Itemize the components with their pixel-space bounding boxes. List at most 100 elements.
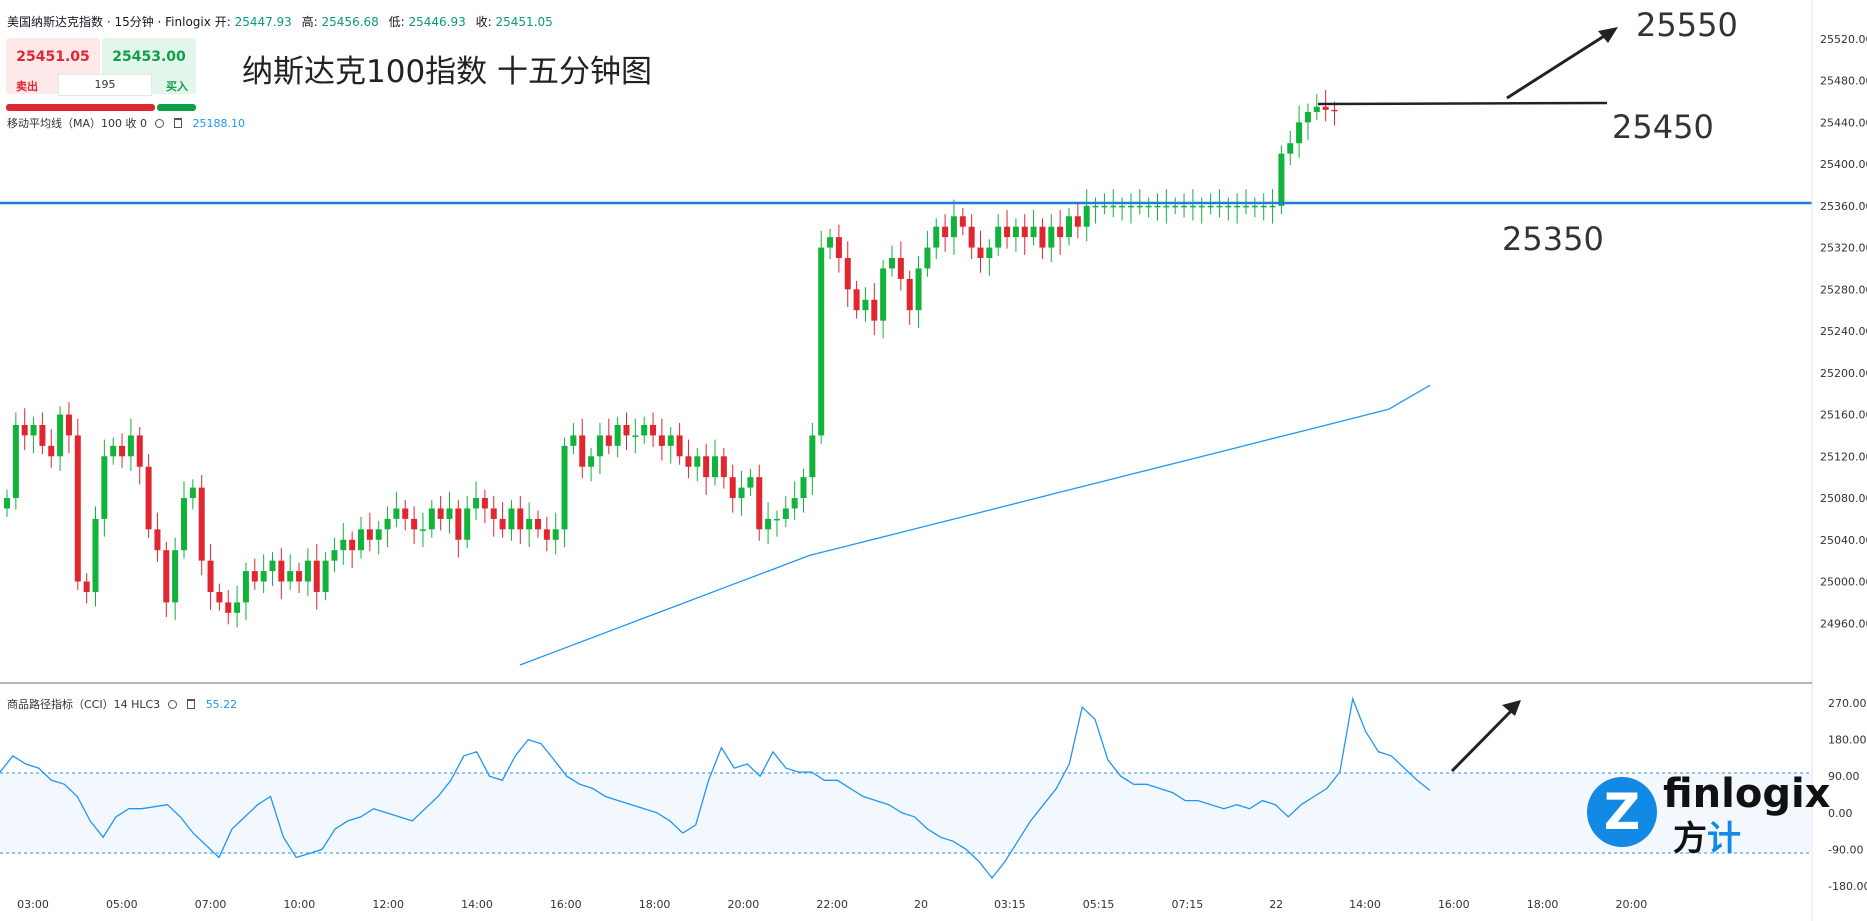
candle <box>1004 226 1011 238</box>
candle <box>1083 205 1090 227</box>
candle <box>340 539 347 551</box>
candle <box>871 299 878 321</box>
candle <box>393 508 400 519</box>
candle <box>765 518 772 530</box>
gear-icon[interactable] <box>154 119 164 128</box>
low-value: 25446.93 <box>408 15 466 29</box>
logo-mark: Z <box>1587 777 1657 847</box>
candle <box>1012 226 1019 238</box>
level-line-25450 <box>1317 101 1608 106</box>
candle <box>1163 205 1170 208</box>
candle <box>747 477 754 488</box>
time-tick-label: 14:00 <box>461 898 493 911</box>
candle <box>428 508 435 530</box>
logo-text-en: finlogix <box>1663 771 1831 817</box>
candle <box>950 216 957 238</box>
spread-input[interactable]: 195 <box>58 74 152 96</box>
trash-icon[interactable] <box>174 118 183 128</box>
time-axis: 03:00 05:00 07:00 10:00 12:00 14:00 16:00 18:00… <box>17 898 1647 911</box>
candle <box>1021 226 1028 238</box>
candle <box>1092 205 1099 208</box>
price-tick-label: 25120.00 <box>1820 450 1867 463</box>
candle <box>977 247 984 259</box>
candle <box>411 518 418 530</box>
candle <box>145 466 152 530</box>
candle <box>1066 216 1072 238</box>
candle <box>623 424 630 436</box>
candle <box>1119 205 1126 208</box>
time-tick-label: 22:00 <box>816 898 848 911</box>
candle <box>225 602 232 613</box>
candle <box>154 529 161 551</box>
candle <box>65 414 72 436</box>
candle <box>189 487 196 499</box>
candle <box>1127 205 1134 208</box>
candle <box>1110 205 1117 208</box>
candle <box>641 424 648 436</box>
trash-icon[interactable] <box>187 699 196 709</box>
sell-ratio-bar <box>6 104 155 111</box>
candle <box>490 508 497 519</box>
candle <box>827 237 834 248</box>
candle <box>880 268 887 321</box>
candle <box>234 602 241 613</box>
gear-icon[interactable] <box>167 700 177 709</box>
candle <box>667 435 674 446</box>
candle <box>915 268 922 311</box>
buy-ratio-bar <box>157 104 196 111</box>
time-tick-label: 07:00 <box>195 898 227 911</box>
cci-line <box>0 696 1431 879</box>
candle <box>1172 205 1179 208</box>
price-tick-label: 25040.00 <box>1820 534 1867 547</box>
candle <box>1260 205 1267 208</box>
cci-tick-label: 90.00 <box>1828 770 1860 783</box>
open-label: 开: <box>214 15 231 29</box>
candle <box>676 435 683 457</box>
price-tick-label: 25360.00 <box>1820 200 1867 213</box>
candle <box>172 550 179 603</box>
candle <box>694 456 701 467</box>
time-tick-label: 18:00 <box>639 898 671 911</box>
candle <box>1322 106 1329 110</box>
candle <box>685 456 692 467</box>
candle <box>844 258 851 290</box>
candle <box>1234 205 1241 208</box>
candle <box>1048 226 1055 248</box>
candle <box>933 226 940 248</box>
candle <box>1296 122 1303 144</box>
candle <box>906 278 913 311</box>
high-value: 25456.68 <box>321 15 379 29</box>
trade-panel: 25451.05 卖出 25453.00 买入 195 <box>6 38 196 112</box>
candle <box>216 591 223 603</box>
sell-button[interactable]: 25451.05 卖出 <box>6 38 100 94</box>
candle <box>119 445 126 457</box>
time-tick-label: 20:00 <box>728 898 760 911</box>
candle <box>1039 226 1046 248</box>
candle <box>703 456 710 478</box>
candle <box>579 435 586 467</box>
candle <box>570 435 577 446</box>
candle <box>251 571 258 582</box>
price-tick-label: 25320.00 <box>1820 242 1867 255</box>
price-tick-label: 25520.00 <box>1820 33 1867 46</box>
price-tick-label: 24960.00 <box>1820 617 1867 630</box>
candle <box>897 258 904 279</box>
candle <box>57 414 64 457</box>
candle <box>853 289 860 311</box>
candle <box>650 424 657 436</box>
candle <box>207 560 214 592</box>
candle <box>313 560 320 592</box>
candle <box>552 529 559 540</box>
candle <box>402 508 409 519</box>
candle <box>473 498 480 509</box>
candle <box>21 424 28 436</box>
ma-label: 移动平均线（MA）100 收 0 <box>7 117 148 130</box>
time-tick-label: 20 <box>914 898 928 911</box>
cci-arrow-head <box>1502 700 1521 716</box>
candle <box>278 560 285 582</box>
candle <box>596 435 603 457</box>
candle <box>331 550 338 561</box>
ma-value: 25188.10 <box>192 117 246 130</box>
candle <box>136 435 143 467</box>
